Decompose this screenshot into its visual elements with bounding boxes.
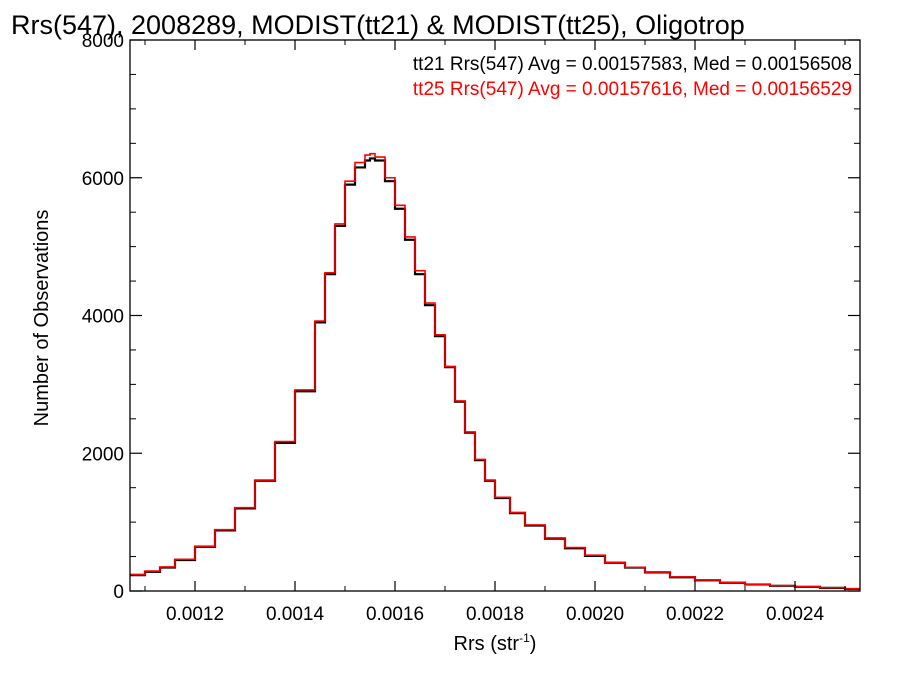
y-tick-label-0: 0	[113, 582, 124, 603]
plot-series-group	[130, 152, 860, 591]
legend-entry-tt21: tt21 Rrs(547) Avg = 0.00157583, Med = 0.…	[413, 54, 852, 75]
y-axis-ticks: 0 2000 4000 6000 8000	[82, 31, 860, 603]
x-axis-label-close: )	[530, 633, 537, 655]
y-tick-label-3: 6000	[82, 169, 124, 190]
x-tick-label-0: 0.0012	[166, 604, 224, 625]
y-tick-label-2: 4000	[82, 307, 124, 328]
x-tick-label-2: 0.0016	[366, 604, 424, 625]
x-tick-label-3: 0.0018	[466, 604, 524, 625]
chart-title: Rrs(547), 2008289, MODIST(tt21) & MODIST…	[11, 10, 745, 40]
series-line-tt25	[130, 152, 860, 590]
y-tick-label-4: 8000	[82, 31, 124, 52]
y-axis-label: Number of Observations	[31, 210, 53, 427]
y-tick-label-1: 2000	[82, 444, 124, 465]
x-axis-ticks: 0.0012 0.0014 0.0016 0.0018 0.0020 0.0022 0.00…	[144, 40, 846, 625]
x-tick-label-1: 0.0014	[266, 604, 325, 625]
x-axis-label-superscript: -1	[519, 631, 530, 645]
x-axis-label: Rrs (str-1)	[454, 631, 537, 655]
x-tick-label-4: 0.0020	[566, 604, 624, 625]
legend-entry-tt25: tt25 Rrs(547) Avg = 0.00157616, Med = 0.…	[413, 79, 852, 100]
x-tick-label-6: 0.0024	[766, 604, 825, 625]
x-axis-label-main: Rrs (str	[454, 633, 520, 655]
x-tick-label-5: 0.0022	[666, 604, 724, 625]
